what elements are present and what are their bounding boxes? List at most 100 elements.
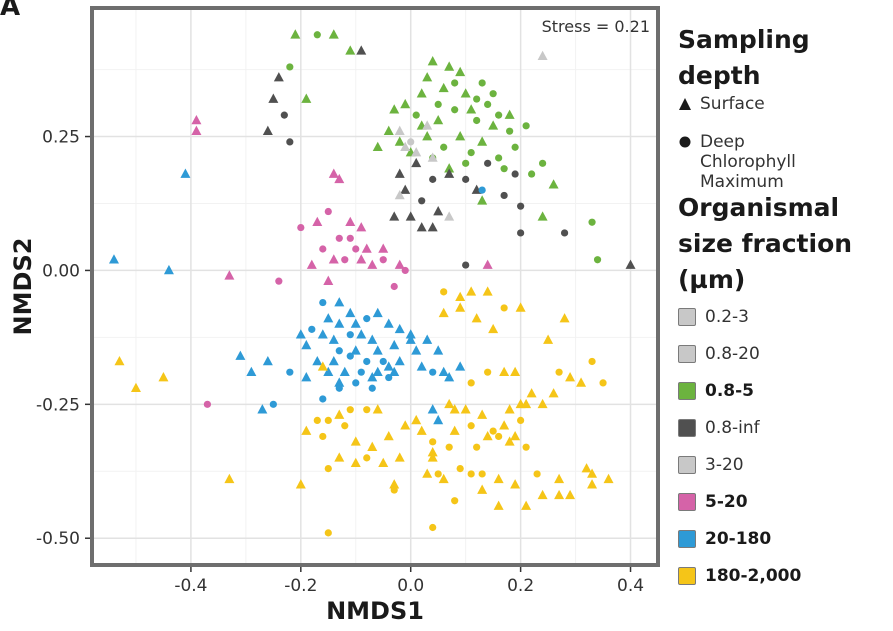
series-0.2-3 xyxy=(394,50,548,221)
legend-item-label: 20-180 xyxy=(705,528,772,549)
data-point-triangle xyxy=(334,173,345,184)
data-point-circle xyxy=(286,138,294,146)
data-point-triangle xyxy=(565,489,576,500)
data-point-triangle xyxy=(312,216,323,227)
data-point-circle xyxy=(368,384,376,392)
data-point-triangle xyxy=(400,98,411,109)
data-point-triangle xyxy=(389,104,400,114)
data-point-triangle xyxy=(449,425,460,435)
data-point-triangle xyxy=(422,120,433,130)
data-point-circle xyxy=(286,368,294,376)
color-swatch xyxy=(678,344,696,363)
data-point-circle xyxy=(335,347,343,355)
data-point-circle xyxy=(489,427,497,435)
data-point-circle xyxy=(324,529,332,537)
data-point-circle xyxy=(319,245,327,253)
data-point-circle xyxy=(522,443,530,451)
data-point-triangle xyxy=(477,409,488,419)
data-point-triangle xyxy=(323,366,334,376)
data-point-circle xyxy=(313,416,321,424)
data-point-triangle xyxy=(295,329,306,339)
data-point-triangle xyxy=(378,243,389,253)
data-point-triangle xyxy=(444,211,455,221)
legend-item-size: 0.8-inf xyxy=(678,409,893,446)
data-point-triangle xyxy=(488,323,499,334)
data-point-triangle xyxy=(301,372,312,382)
data-point-triangle xyxy=(515,398,526,409)
data-point-triangle xyxy=(257,404,268,414)
data-point-circle xyxy=(346,352,354,360)
data-point-circle xyxy=(407,138,415,146)
data-point-triangle xyxy=(361,243,372,253)
data-point-triangle xyxy=(416,222,427,232)
data-point-circle xyxy=(357,368,365,376)
legend-item-size: 180-2,000 xyxy=(678,557,893,594)
data-point-triangle xyxy=(537,211,548,221)
data-point-circle xyxy=(593,256,602,264)
data-point-triangle xyxy=(273,72,284,82)
data-point-triangle xyxy=(422,131,433,141)
data-point-triangle xyxy=(499,366,510,376)
data-point-triangle xyxy=(444,168,455,178)
y-tick-label: -0.25 xyxy=(36,395,80,415)
x-tick-label: 0.4 xyxy=(617,576,644,596)
data-point-circle xyxy=(412,111,420,119)
data-point-triangle xyxy=(477,195,488,205)
legend-item-size: 0.2-3 xyxy=(678,298,893,335)
legend-item-size: 0.8-20 xyxy=(678,335,893,372)
data-point-circle xyxy=(346,406,354,414)
data-point-circle xyxy=(533,470,541,478)
stress-annotation: Stress = 0.21 xyxy=(542,17,650,36)
data-point-triangle xyxy=(427,56,438,66)
data-point-triangle xyxy=(559,313,570,323)
data-point-triangle xyxy=(317,361,328,371)
data-point-triangle xyxy=(411,414,422,425)
data-point-circle xyxy=(484,368,492,376)
legend-item-size: 5-20 xyxy=(678,483,893,520)
data-point-triangle xyxy=(323,313,334,323)
series-180-2,000 xyxy=(114,286,614,537)
data-point-triangle xyxy=(554,473,565,484)
data-point-triangle xyxy=(482,259,493,269)
data-point-circle xyxy=(517,416,525,424)
data-point-triangle xyxy=(290,29,301,39)
data-point-triangle xyxy=(334,297,345,307)
data-point-triangle xyxy=(526,388,537,398)
data-point-circle xyxy=(324,464,332,473)
color-swatch xyxy=(678,418,696,437)
data-point-circle xyxy=(539,159,547,167)
data-point-triangle xyxy=(328,334,339,344)
data-point-triangle xyxy=(455,302,466,312)
data-point-triangle xyxy=(389,366,400,376)
data-point-circle xyxy=(506,127,514,135)
series-0.8-5 xyxy=(286,29,602,264)
data-point-triangle xyxy=(433,206,444,216)
data-point-circle xyxy=(335,234,343,242)
color-swatch xyxy=(678,455,696,474)
data-point-triangle xyxy=(328,355,339,366)
legend: Sampling depth Surface Deep Chlorophyll … xyxy=(678,22,893,594)
data-point-circle xyxy=(434,470,442,478)
data-point-triangle xyxy=(158,372,169,382)
series-20-180 xyxy=(108,168,486,425)
data-point-circle xyxy=(346,331,354,339)
data-point-triangle xyxy=(554,489,565,500)
plot-background xyxy=(92,8,658,565)
legend-item-label: 0.2-3 xyxy=(705,306,749,327)
legend-item-label: 3-20 xyxy=(705,454,744,475)
data-point-triangle xyxy=(356,254,367,264)
data-point-triangle xyxy=(246,366,257,376)
data-point-circle xyxy=(451,497,459,505)
data-point-triangle xyxy=(295,479,306,489)
data-point-triangle xyxy=(455,66,466,77)
data-point-circle xyxy=(280,111,288,119)
data-point-triangle xyxy=(466,286,477,296)
data-point-circle xyxy=(473,443,481,451)
data-point-circle xyxy=(495,154,503,162)
data-points xyxy=(108,29,636,537)
data-point-circle xyxy=(341,422,349,430)
y-tick-label: 0.00 xyxy=(42,261,80,281)
data-point-triangle xyxy=(372,307,383,318)
data-point-triangle xyxy=(427,447,438,457)
data-point-triangle xyxy=(400,184,411,194)
